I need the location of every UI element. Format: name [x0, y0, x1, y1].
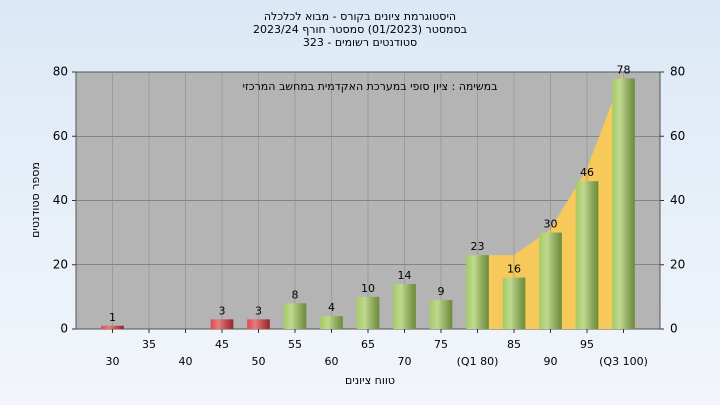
- value-label: 23: [471, 240, 485, 253]
- x-tick-label: 90: [544, 355, 558, 368]
- y-tick-label: 60: [53, 129, 68, 143]
- x-tick-label: 35: [142, 338, 156, 351]
- chart-subtitle: סטודנטים רשומים - 323: [303, 36, 417, 49]
- value-label: 14: [398, 269, 412, 282]
- bar-shade: [101, 325, 124, 329]
- x-axis-label: טווח ציונים: [345, 374, 395, 387]
- bar-shade: [356, 296, 380, 329]
- value-label: 30: [544, 218, 558, 231]
- x-tick-label: 50: [252, 355, 266, 368]
- bar-shade: [539, 232, 562, 329]
- x-tick-label: 60: [325, 355, 339, 368]
- bar-shade: [612, 78, 635, 329]
- x-tick-label: 55: [288, 338, 302, 351]
- value-label: 8: [292, 288, 299, 301]
- y2-tick-label: 40: [670, 193, 685, 207]
- x-tick-label: 30: [106, 355, 120, 368]
- x-tick-label: 75: [434, 338, 448, 351]
- value-label: 9: [438, 285, 445, 298]
- y-axis-label: מספר סטודנטים: [29, 162, 42, 238]
- y-tick-label: 20: [53, 257, 68, 271]
- x-tick-label: 45: [215, 338, 229, 351]
- value-label: 3: [219, 304, 226, 317]
- y-tick-label: 80: [53, 65, 68, 79]
- bar-shade: [283, 303, 307, 329]
- value-label: 78: [617, 63, 631, 76]
- y2-tick-label: 20: [670, 257, 685, 271]
- x-tick-label: 65: [361, 338, 375, 351]
- y-tick-label: 40: [53, 193, 68, 207]
- x-tick-label: (Q1 80): [457, 355, 499, 368]
- x-tick-label: 40: [179, 355, 193, 368]
- bar-shade: [575, 181, 599, 329]
- bar-shade: [210, 319, 234, 329]
- chart-subtitle: בסמסטר (01/2023) סמסטר חורף 2023/24: [253, 23, 467, 36]
- y2-tick-label: 80: [670, 65, 685, 79]
- x-tick-label: (Q3 100): [599, 355, 648, 368]
- bar-shade: [502, 277, 526, 329]
- bar-shade: [247, 319, 270, 329]
- x-tick-label: 85: [507, 338, 521, 351]
- bar-shade: [393, 284, 416, 329]
- bar-shade: [466, 255, 489, 329]
- y-tick-label: 0: [60, 322, 68, 336]
- value-label: 16: [507, 263, 521, 276]
- x-tick-label: 95: [580, 338, 594, 351]
- annotation: במשימה : ציון סופי במערכת האקדמית במחשב …: [243, 80, 498, 93]
- value-label: 46: [580, 166, 594, 179]
- value-label: 1: [109, 311, 116, 324]
- value-label: 10: [361, 282, 375, 295]
- bar-shade: [320, 316, 343, 329]
- bar-shade: [429, 300, 453, 329]
- chart-title: היסטוגרמת ציונים בקורס - מבוא לכלכלה: [264, 10, 456, 23]
- x-tick-label: 70: [398, 355, 412, 368]
- value-label: 3: [255, 304, 262, 317]
- y2-tick-label: 0: [670, 322, 678, 336]
- value-label: 4: [328, 301, 335, 314]
- y2-tick-label: 60: [670, 129, 685, 143]
